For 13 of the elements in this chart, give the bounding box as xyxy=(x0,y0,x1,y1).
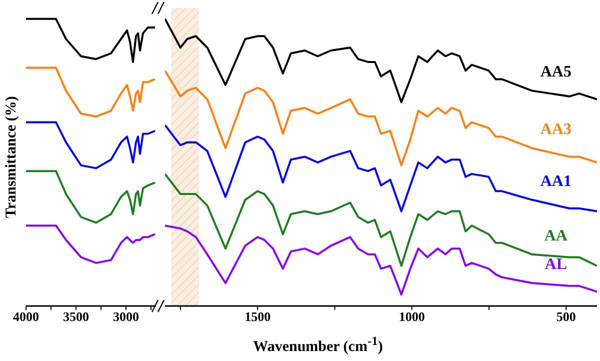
x-tick-label: 1500 xyxy=(244,309,271,324)
x-tick-label: 3500 xyxy=(63,309,89,324)
series-label: AA xyxy=(544,227,568,244)
x-tick-label: 4000 xyxy=(13,309,39,324)
series-label: AL xyxy=(544,256,568,274)
x-tick-label: 500 xyxy=(556,309,576,324)
series-label: AA3 xyxy=(540,121,572,138)
x-axis-title: Wavenumber (cm$^{-1}$) xyxy=(253,334,383,356)
series-label: AA5 xyxy=(540,64,572,81)
x-tick-label: 1000 xyxy=(398,309,425,324)
x-tick-label: 3000 xyxy=(113,309,139,324)
y-axis-title: Transmittance (%) xyxy=(4,96,20,218)
series-label: AA1 xyxy=(540,172,572,190)
